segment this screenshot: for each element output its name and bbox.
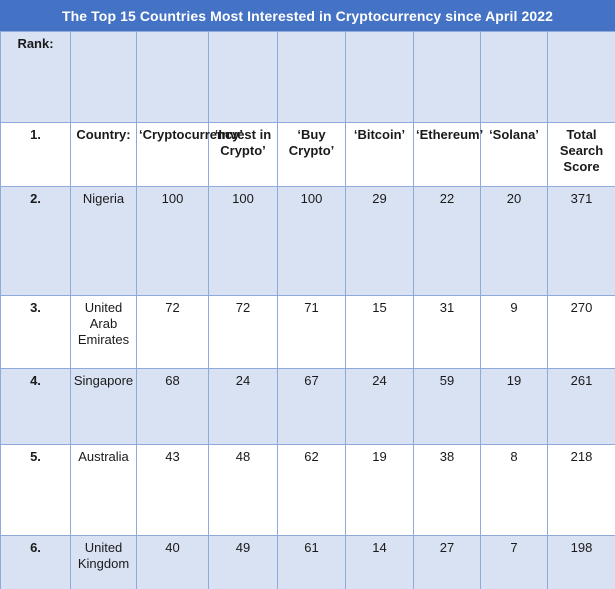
value-cell: 40 xyxy=(136,535,209,589)
value-cell: 20 xyxy=(480,186,548,296)
column-header-invest-in-crypto: ‘Invest in Crypto’ xyxy=(208,122,278,187)
rank-cell: 2. xyxy=(0,186,71,296)
value-cell: 8 xyxy=(480,444,548,536)
value-cell: 100 xyxy=(208,186,278,296)
column-header-buy-crypto: ‘Buy Crypto’ xyxy=(277,122,346,187)
table-row-australia: 5. Australia 43 48 62 19 38 8 218 xyxy=(0,444,615,536)
data-table: Rank: 1. Country: ‘Cryptocurrency’ ‘Inve… xyxy=(0,31,615,589)
value-cell: 218 xyxy=(547,444,615,536)
value-cell: 371 xyxy=(547,186,615,296)
table-row-uae: 3. United Arab Emirates 72 72 71 15 31 9… xyxy=(0,295,615,369)
table-row-nigeria: 2. Nigeria 100 100 100 29 22 20 371 xyxy=(0,186,615,296)
column-header-ethereum: ‘Ethereum’ xyxy=(413,122,483,187)
column-header-bitcoin: ‘Bitcoin’ xyxy=(345,122,414,187)
rank-label-cell: Rank: xyxy=(0,31,71,123)
value-cell: 15 xyxy=(345,295,414,369)
table-title: The Top 15 Countries Most Interested in … xyxy=(0,0,615,31)
value-cell: 67 xyxy=(277,368,346,445)
country-cell: Australia xyxy=(70,444,137,536)
value-cell: 19 xyxy=(345,444,414,536)
value-cell: 7 xyxy=(480,535,548,589)
rank-cell: 4. xyxy=(0,368,71,445)
table-row-united-kingdom: 6. United Kingdom 40 49 61 14 27 7 198 xyxy=(0,535,615,589)
empty-cell xyxy=(413,31,481,123)
table-row-rank-label: Rank: xyxy=(0,31,615,123)
country-header-cell: Country: xyxy=(70,122,137,187)
value-cell: 27 xyxy=(413,535,481,589)
country-cell: United Arab Emirates xyxy=(70,295,137,369)
empty-cell xyxy=(208,31,278,123)
value-cell: 71 xyxy=(277,295,346,369)
country-cell: United Kingdom xyxy=(70,535,137,589)
value-cell: 198 xyxy=(547,535,615,589)
rank-cell: 1. xyxy=(0,122,71,187)
column-header-solana: ‘Solana’ xyxy=(480,122,548,187)
value-cell: 59 xyxy=(413,368,481,445)
value-cell: 68 xyxy=(136,368,209,445)
empty-cell xyxy=(136,31,209,123)
rank-cell: 6. xyxy=(0,535,71,589)
empty-cell xyxy=(480,31,548,123)
column-header-cryptocurrency: ‘Cryptocurrency’ xyxy=(136,122,243,187)
value-cell: 29 xyxy=(345,186,414,296)
value-cell: 43 xyxy=(136,444,209,536)
empty-cell xyxy=(547,31,615,123)
value-cell: 72 xyxy=(136,295,209,369)
value-cell: 22 xyxy=(413,186,481,296)
value-cell: 100 xyxy=(277,186,346,296)
column-header-total-search-score: Total Search Score xyxy=(547,122,615,187)
country-cell: Nigeria xyxy=(70,186,137,296)
empty-cell xyxy=(277,31,346,123)
value-cell: 48 xyxy=(208,444,278,536)
table-row-headers: 1. Country: ‘Cryptocurrency’ ‘Invest in … xyxy=(0,122,615,187)
value-cell: 14 xyxy=(345,535,414,589)
value-cell: 24 xyxy=(208,368,278,445)
country-cell: Singapore xyxy=(70,368,137,445)
value-cell: 24 xyxy=(345,368,414,445)
value-cell: 31 xyxy=(413,295,481,369)
value-cell: 49 xyxy=(208,535,278,589)
value-cell: 261 xyxy=(547,368,615,445)
table-row-singapore: 4. Singapore 68 24 67 24 59 19 261 xyxy=(0,368,615,445)
value-cell: 62 xyxy=(277,444,346,536)
rank-cell: 3. xyxy=(0,295,71,369)
value-cell: 38 xyxy=(413,444,481,536)
rank-cell: 5. xyxy=(0,444,71,536)
empty-cell xyxy=(345,31,414,123)
value-cell: 100 xyxy=(136,186,209,296)
empty-cell xyxy=(70,31,137,123)
value-cell: 270 xyxy=(547,295,615,369)
value-cell: 72 xyxy=(208,295,278,369)
value-cell: 19 xyxy=(480,368,548,445)
value-cell: 61 xyxy=(277,535,346,589)
value-cell: 9 xyxy=(480,295,548,369)
